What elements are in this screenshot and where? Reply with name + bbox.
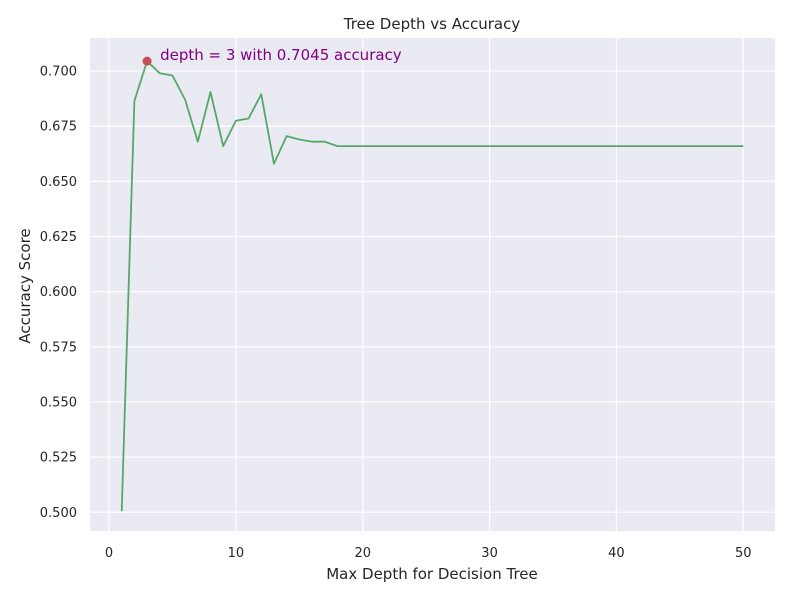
y-tick-label: 0.525 bbox=[40, 451, 77, 466]
y-tick-label: 0.675 bbox=[40, 120, 77, 135]
grid bbox=[90, 38, 775, 531]
y-tick-label: 0.650 bbox=[40, 175, 77, 190]
annotation-text: depth = 3 with 0.7045 accuracy bbox=[160, 46, 402, 64]
highlight-point bbox=[142, 56, 152, 66]
y-tick-label: 0.575 bbox=[40, 340, 77, 355]
tick-labels: 0 10 20 30 40 50 0.500 0.525 0.550 0.575 0.600 0.62… bbox=[40, 65, 752, 561]
x-tick-label: 0 bbox=[105, 546, 113, 561]
x-tick-label: 50 bbox=[735, 546, 752, 561]
x-tick-label: 20 bbox=[354, 546, 371, 561]
y-tick-label: 0.625 bbox=[40, 230, 77, 245]
x-tick-label: 40 bbox=[608, 546, 625, 561]
y-tick-label: 0.700 bbox=[40, 65, 77, 80]
x-tick-label: 30 bbox=[481, 546, 498, 561]
y-tick-label: 0.600 bbox=[40, 285, 77, 300]
y-axis-label: Accuracy Score bbox=[16, 228, 34, 343]
x-tick-label: 10 bbox=[228, 546, 245, 561]
x-axis-label: Max Depth for Decision Tree bbox=[326, 565, 538, 583]
y-tick-label: 0.550 bbox=[40, 395, 77, 410]
y-tick-label: 0.500 bbox=[40, 506, 77, 521]
series-line bbox=[120, 60, 744, 512]
chart-title: Tree Depth vs Accuracy bbox=[343, 15, 521, 33]
